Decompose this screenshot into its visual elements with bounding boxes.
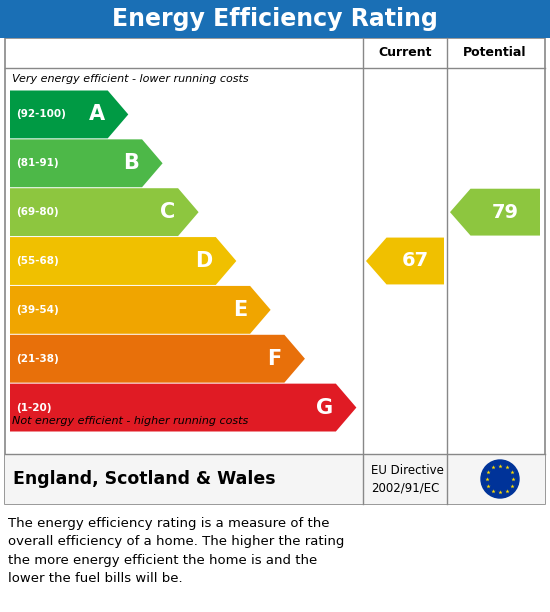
Text: EU Directive
2002/91/EC: EU Directive 2002/91/EC (371, 463, 444, 494)
Polygon shape (450, 188, 540, 236)
Text: A: A (89, 105, 104, 124)
Text: (55-68): (55-68) (16, 256, 59, 266)
Text: (81-91): (81-91) (16, 159, 59, 168)
Text: England, Scotland & Wales: England, Scotland & Wales (13, 470, 276, 488)
Text: B: B (123, 153, 139, 173)
Bar (5, 454, 545, 504)
Polygon shape (10, 237, 236, 285)
Text: 67: 67 (402, 252, 429, 271)
Text: The energy efficiency rating is a measure of the
overall efficiency of a home. T: The energy efficiency rating is a measur… (8, 517, 344, 586)
Polygon shape (10, 91, 128, 138)
Text: (92-100): (92-100) (16, 110, 66, 119)
Text: F: F (267, 349, 282, 368)
Text: Not energy efficient - higher running costs: Not energy efficient - higher running co… (12, 416, 248, 426)
Polygon shape (10, 188, 199, 236)
Text: E: E (233, 300, 247, 320)
Text: Potential: Potential (463, 47, 527, 59)
Text: Current: Current (378, 47, 432, 59)
Bar (5, 38, 545, 504)
Polygon shape (366, 237, 444, 285)
Text: (39-54): (39-54) (16, 305, 59, 315)
Polygon shape (10, 286, 271, 334)
Text: D: D (196, 251, 213, 271)
Polygon shape (10, 140, 163, 187)
Circle shape (481, 460, 519, 498)
Text: 79: 79 (492, 203, 519, 222)
Text: Energy Efficiency Rating: Energy Efficiency Rating (112, 7, 438, 31)
Bar (0, 0, 550, 38)
Text: G: G (316, 398, 333, 417)
Text: (1-20): (1-20) (16, 403, 52, 412)
Text: (69-80): (69-80) (16, 207, 59, 217)
Text: C: C (160, 202, 175, 222)
Text: Very energy efficient - lower running costs: Very energy efficient - lower running co… (12, 74, 249, 84)
Polygon shape (10, 384, 356, 431)
Text: (21-38): (21-38) (16, 354, 59, 364)
Polygon shape (10, 335, 305, 382)
